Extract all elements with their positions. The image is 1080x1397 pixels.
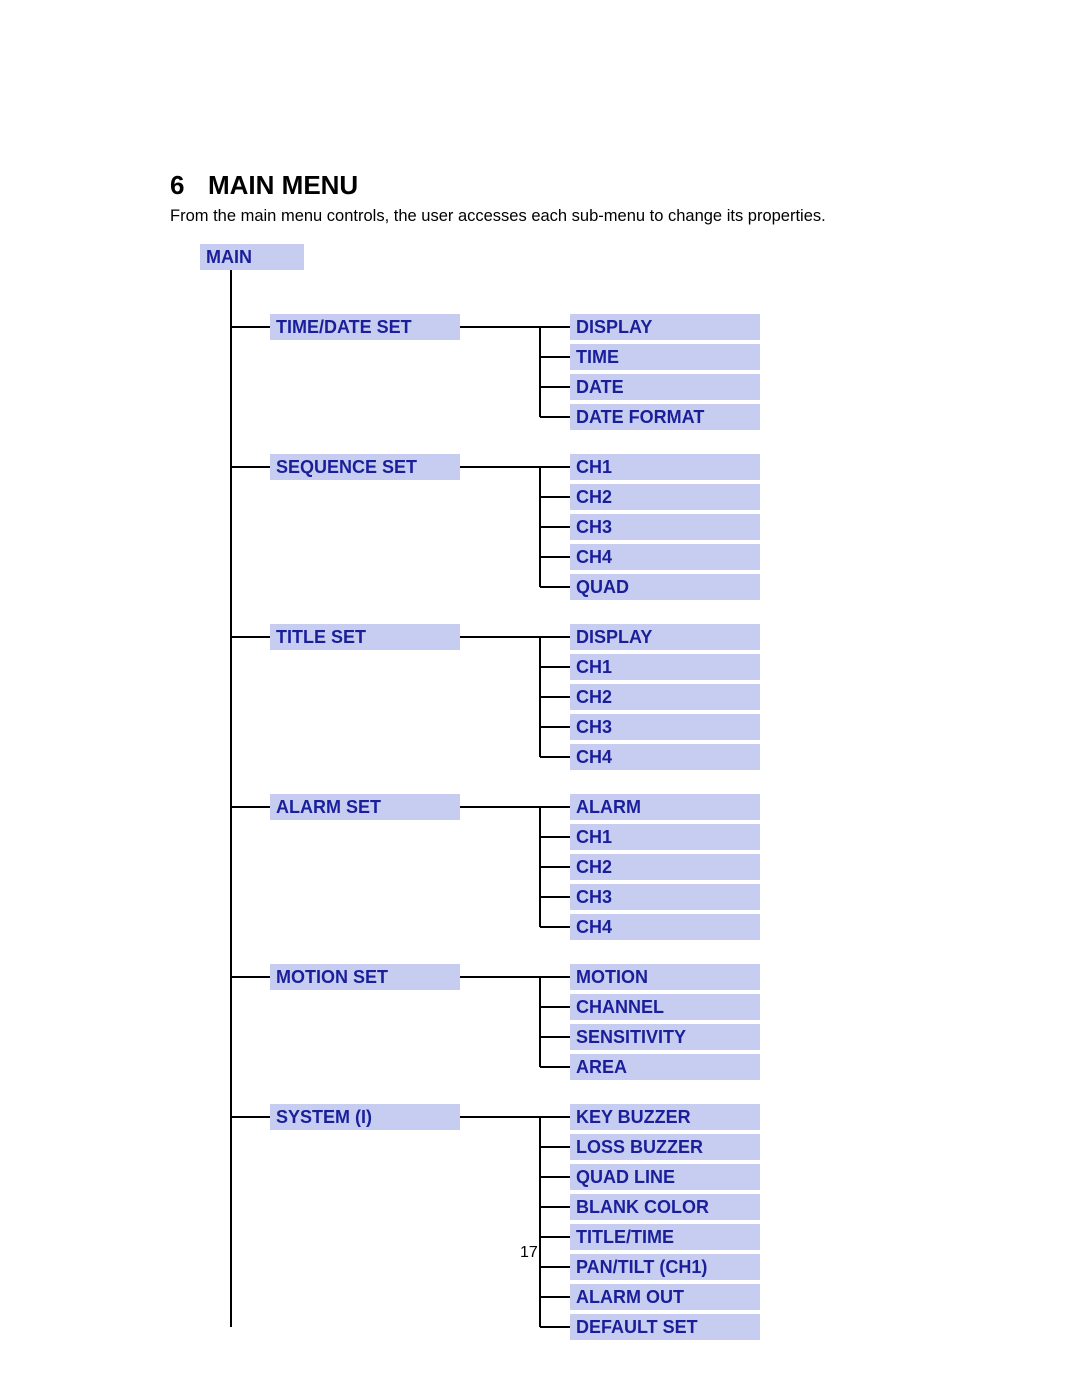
child-box: DEFAULT SET xyxy=(570,1314,760,1340)
branch-box: TIME/DATE SET xyxy=(270,314,460,340)
branch-connector xyxy=(231,326,270,328)
child-box: PAN/TILT (CH1) xyxy=(570,1254,760,1280)
child-connector xyxy=(540,1266,570,1268)
child-connector xyxy=(540,726,570,728)
child-box: MOTION xyxy=(570,964,760,990)
child-box: CH4 xyxy=(570,544,760,570)
child-box: CH1 xyxy=(570,654,760,680)
child-box: BLANK COLOR xyxy=(570,1194,760,1220)
branch-connector xyxy=(231,806,270,808)
page-number: 17 xyxy=(520,1244,538,1262)
child-box: ALARM xyxy=(570,794,760,820)
child-trunk xyxy=(539,977,541,1067)
child-box: CH1 xyxy=(570,454,760,480)
child-box: ALARM OUT xyxy=(570,1284,760,1310)
child-connector xyxy=(540,1176,570,1178)
child-connector xyxy=(540,1326,570,1328)
child-box: KEY BUZZER xyxy=(570,1104,760,1130)
child-box: QUAD xyxy=(570,574,760,600)
child-connector xyxy=(540,1116,570,1118)
child-trunk xyxy=(539,327,541,417)
branch-right-connector xyxy=(460,976,540,978)
child-box: CH3 xyxy=(570,714,760,740)
child-box: CH2 xyxy=(570,484,760,510)
child-box: LOSS BUZZER xyxy=(570,1134,760,1160)
menu-tree: MAIN TIME/DATE SET DISPLAY TIME DATE DATE FOR… xyxy=(170,244,910,1244)
child-connector xyxy=(540,556,570,558)
child-connector xyxy=(540,326,570,328)
section-heading: 6MAIN MENU xyxy=(170,170,910,201)
child-connector xyxy=(540,1206,570,1208)
child-connector xyxy=(540,1236,570,1238)
branch-right-connector xyxy=(460,636,540,638)
child-connector xyxy=(540,636,570,638)
child-box: AREA xyxy=(570,1054,760,1080)
tree-root: MAIN xyxy=(200,244,304,270)
child-connector xyxy=(540,1066,570,1068)
child-box: CH2 xyxy=(570,854,760,880)
branch-box: SYSTEM (I) xyxy=(270,1104,460,1130)
child-connector xyxy=(540,976,570,978)
child-connector xyxy=(540,586,570,588)
tree-trunk xyxy=(230,270,232,1327)
child-box: SENSITIVITY xyxy=(570,1024,760,1050)
heading-title: MAIN MENU xyxy=(208,170,358,200)
child-connector xyxy=(540,896,570,898)
child-connector xyxy=(540,416,570,418)
child-box: CH3 xyxy=(570,514,760,540)
child-connector xyxy=(540,526,570,528)
child-box: CH2 xyxy=(570,684,760,710)
child-connector xyxy=(540,496,570,498)
child-connector xyxy=(540,756,570,758)
child-box: QUAD LINE xyxy=(570,1164,760,1190)
branch-right-connector xyxy=(460,806,540,808)
branch-right-connector xyxy=(460,1116,540,1118)
child-box: DATE FORMAT xyxy=(570,404,760,430)
child-box: CHANNEL xyxy=(570,994,760,1020)
branch-connector xyxy=(231,976,270,978)
branch-box: TITLE SET xyxy=(270,624,460,650)
child-box: TITLE/TIME xyxy=(570,1224,760,1250)
branch-connector xyxy=(231,1116,270,1118)
child-connector xyxy=(540,386,570,388)
child-connector xyxy=(540,466,570,468)
child-connector xyxy=(540,1296,570,1298)
child-connector xyxy=(540,866,570,868)
child-box: DISPLAY xyxy=(570,624,760,650)
child-box: TIME xyxy=(570,344,760,370)
branch-connector xyxy=(231,466,270,468)
child-connector xyxy=(540,836,570,838)
branch-box: SEQUENCE SET xyxy=(270,454,460,480)
child-box: CH4 xyxy=(570,744,760,770)
branch-right-connector xyxy=(460,326,540,328)
intro-paragraph: From the main menu controls, the user ac… xyxy=(170,207,910,226)
child-box: CH1 xyxy=(570,824,760,850)
branch-box: MOTION SET xyxy=(270,964,460,990)
child-connector xyxy=(540,666,570,668)
child-connector xyxy=(540,806,570,808)
child-connector xyxy=(540,356,570,358)
child-box: DATE xyxy=(570,374,760,400)
branch-box: ALARM SET xyxy=(270,794,460,820)
child-connector xyxy=(540,1146,570,1148)
child-connector xyxy=(540,696,570,698)
child-box: CH4 xyxy=(570,914,760,940)
child-box: CH3 xyxy=(570,884,760,910)
branch-right-connector xyxy=(460,466,540,468)
heading-number: 6 xyxy=(170,170,208,201)
child-box: DISPLAY xyxy=(570,314,760,340)
branch-connector xyxy=(231,636,270,638)
child-connector xyxy=(540,926,570,928)
child-connector xyxy=(540,1006,570,1008)
child-connector xyxy=(540,1036,570,1038)
